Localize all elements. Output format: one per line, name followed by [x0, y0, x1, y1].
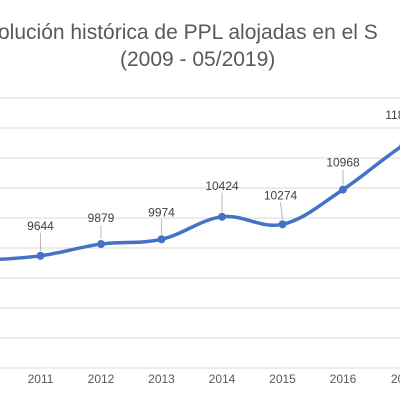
x-tick-label-2015: 2015: [269, 372, 296, 386]
chart-title-line-1: olución histórica de PPL alojadas en el …: [0, 21, 378, 44]
data-label-2013: 9974: [148, 205, 175, 219]
data-point-2011: [36, 251, 45, 260]
data-label-2015: 10274: [264, 188, 298, 202]
data-label-2016: 10968: [326, 156, 360, 170]
leader-line-2015: [280, 202, 283, 220]
x-tick-label-2012: 2012: [88, 372, 115, 386]
x-tick-label-2011: 2011: [28, 372, 54, 386]
x-tick-label-2014: 2014: [209, 372, 236, 386]
data-point-2013: [157, 235, 166, 244]
chart-title-line-2: (2009 - 05/2019): [120, 48, 276, 71]
x-tick-label-20: 20: [391, 372, 400, 386]
x-tick-label-2016: 2016: [330, 372, 357, 386]
data-label-2012: 9879: [88, 211, 115, 225]
x-tick-label-2013: 2013: [148, 372, 175, 386]
data-label-2011: 9644: [27, 219, 54, 233]
data-point-2016: [339, 185, 347, 194]
series-line: [0, 145, 400, 262]
data-point-2014: [218, 212, 226, 221]
data-label-2014: 10424: [205, 179, 239, 193]
data-point-2015: [278, 220, 287, 229]
data-label-2017: 11861: [385, 108, 400, 122]
data-point-2012: [97, 240, 105, 249]
